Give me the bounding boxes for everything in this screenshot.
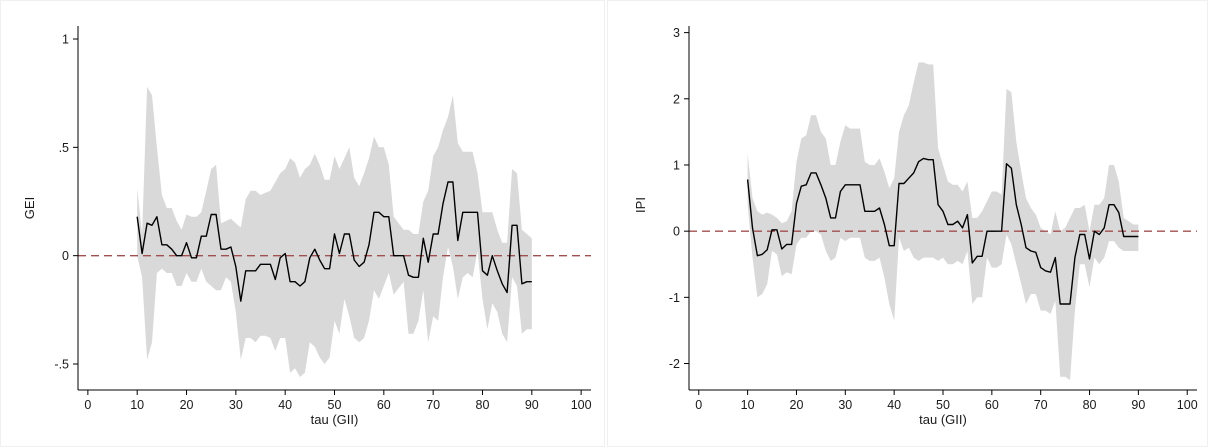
- x-tick-label: 60: [377, 398, 391, 412]
- x-tick-label: 20: [180, 398, 194, 412]
- x-tick-label: 100: [1177, 398, 1198, 412]
- x-axis-title: tau (GII): [919, 412, 967, 427]
- x-tick-label: 50: [328, 398, 342, 412]
- x-tick-label: 60: [985, 398, 999, 412]
- x-tick-label: 10: [130, 398, 144, 412]
- x-axis-title: tau (GII): [311, 412, 359, 427]
- y-tick-label: 2: [673, 92, 680, 106]
- confidence-band: [137, 86, 532, 377]
- x-tick-label: 70: [1034, 398, 1048, 412]
- x-tick-label: 80: [476, 398, 490, 412]
- y-tick-label: -1: [669, 291, 680, 305]
- x-tick-label: 10: [741, 398, 755, 412]
- y-tick-label: -2: [669, 357, 680, 371]
- confidence-band: [747, 62, 1139, 381]
- y-tick-label: .5: [59, 141, 69, 155]
- y-tick-label: 1: [62, 33, 69, 47]
- estimate-line: [136, 181, 532, 302]
- x-tick-label: 50: [936, 398, 950, 412]
- y-tick-label: 1: [673, 158, 680, 172]
- x-tick-label: 30: [838, 398, 852, 412]
- x-tick-label: 20: [790, 398, 804, 412]
- x-tick-label: 100: [571, 398, 592, 412]
- x-tick-label: 90: [525, 398, 539, 412]
- y-tick-label: 0: [673, 225, 680, 239]
- x-tick-label: 70: [426, 398, 440, 412]
- x-tick-label: 30: [229, 398, 243, 412]
- y-tick-label: 3: [673, 26, 680, 40]
- x-tick-label: 40: [278, 398, 292, 412]
- x-tick-label: 80: [1083, 398, 1097, 412]
- y-axis-title: IPI: [633, 197, 648, 213]
- y-tick-label: 0: [62, 249, 69, 263]
- x-tick-label: 90: [1131, 398, 1145, 412]
- estimate-line: [746, 157, 1139, 305]
- x-tick-label: 0: [84, 398, 91, 412]
- ipi-panel: -2 -1 0 1 2 3 0 10 20 30 40 50 60 70 80 90 100 tau (GII) I…: [607, 0, 1208, 447]
- y-tick-label: -.5: [54, 358, 69, 372]
- x-tick-label: 40: [887, 398, 901, 412]
- y-axis-title: GEI: [22, 197, 37, 219]
- gei-panel: -.5 0.5 1 0 10 20 30 40 50 60 70 80 90 100 tau (GII) GE…: [0, 0, 605, 447]
- x-tick-label: 0: [695, 398, 702, 412]
